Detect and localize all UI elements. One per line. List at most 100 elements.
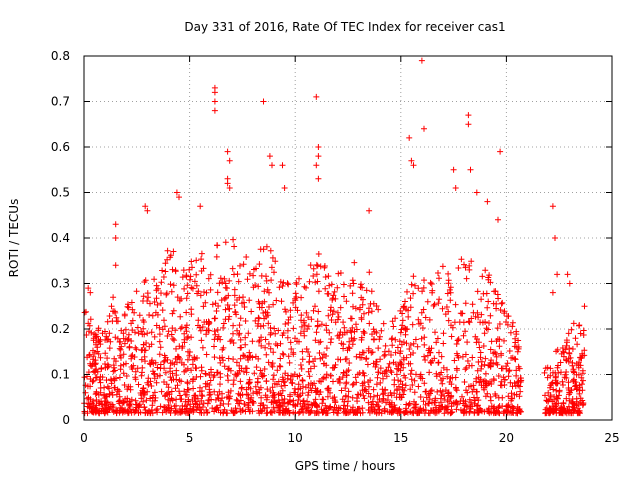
data-point <box>452 385 459 392</box>
data-point <box>425 347 432 354</box>
data-point <box>191 356 198 362</box>
data-point <box>219 395 226 402</box>
data-point <box>353 321 359 328</box>
data-point <box>514 348 521 355</box>
data-point <box>184 282 191 289</box>
data-point <box>353 379 360 386</box>
data-point <box>392 315 399 322</box>
data-point <box>313 261 320 268</box>
y-axis-label: ROTI / TECUs <box>7 199 21 278</box>
data-point <box>168 288 175 295</box>
data-point <box>462 366 469 373</box>
data-point <box>102 350 109 357</box>
data-point <box>184 402 190 409</box>
data-point <box>448 392 455 399</box>
data-point <box>272 330 279 337</box>
data-point <box>184 380 191 387</box>
data-point <box>136 312 143 319</box>
data-point <box>82 389 89 396</box>
data-point <box>307 385 314 391</box>
data-point <box>147 300 153 307</box>
data-point <box>445 317 452 324</box>
data-point <box>252 353 259 360</box>
data-point <box>349 407 356 413</box>
data-point <box>270 394 277 401</box>
data-point <box>433 370 440 377</box>
data-point <box>85 394 92 401</box>
data-point <box>377 379 384 386</box>
data-point <box>488 357 495 364</box>
data-point <box>478 296 485 303</box>
data-point <box>123 360 129 367</box>
data-point <box>481 386 488 393</box>
data-point <box>466 408 473 415</box>
data-point <box>283 308 289 315</box>
data-point <box>268 264 275 271</box>
data-point <box>120 370 127 377</box>
data-point <box>149 410 156 417</box>
data-point <box>103 377 110 384</box>
data-point <box>270 372 277 379</box>
data-point <box>541 369 548 376</box>
data-point <box>399 317 406 324</box>
data-point <box>153 287 160 294</box>
data-point <box>421 353 428 360</box>
data-point <box>359 301 366 308</box>
data-point <box>205 275 212 282</box>
data-point <box>405 307 412 314</box>
data-point <box>398 341 405 348</box>
data-point <box>381 352 388 359</box>
data-point <box>509 323 516 330</box>
data-point <box>246 380 253 386</box>
data-point <box>304 404 311 411</box>
data-point <box>284 372 291 379</box>
data-point <box>187 276 193 283</box>
data-point <box>407 342 414 348</box>
data-point <box>351 335 358 342</box>
data-point <box>493 359 500 366</box>
data-point <box>319 396 326 403</box>
data-point <box>465 318 472 325</box>
data-point <box>278 383 285 390</box>
data-point <box>478 311 485 318</box>
data-point <box>250 272 257 279</box>
data-point <box>386 401 393 408</box>
data-point <box>469 301 476 308</box>
data-point <box>328 336 335 342</box>
data-point <box>324 393 331 400</box>
data-point <box>360 328 367 335</box>
data-point <box>107 376 114 383</box>
data-point <box>568 326 575 333</box>
data-point <box>92 331 99 338</box>
data-point <box>354 406 361 412</box>
data-point <box>222 284 229 291</box>
data-point <box>507 379 514 386</box>
data-point <box>81 309 88 316</box>
data-point <box>156 338 163 345</box>
data-point <box>581 347 588 354</box>
data-point <box>476 344 483 351</box>
data-point <box>240 368 247 375</box>
data-point <box>163 290 170 297</box>
data-point <box>84 395 91 402</box>
data-point <box>281 379 288 386</box>
data-point <box>157 300 164 307</box>
data-point <box>580 401 587 408</box>
data-point <box>276 404 283 411</box>
data-point <box>129 306 136 313</box>
data-point <box>480 290 487 297</box>
data-point <box>498 378 505 385</box>
data-point <box>256 261 263 268</box>
data-point <box>220 410 227 417</box>
y-tick-label: 0 <box>62 413 70 427</box>
data-point <box>277 363 284 370</box>
data-point <box>440 364 447 371</box>
data-point <box>202 383 209 390</box>
data-point <box>460 332 467 339</box>
data-point <box>311 380 318 387</box>
data-point <box>220 357 226 364</box>
data-point <box>301 317 307 324</box>
data-point <box>577 354 584 361</box>
data-point <box>172 327 179 334</box>
data-point <box>407 304 414 311</box>
